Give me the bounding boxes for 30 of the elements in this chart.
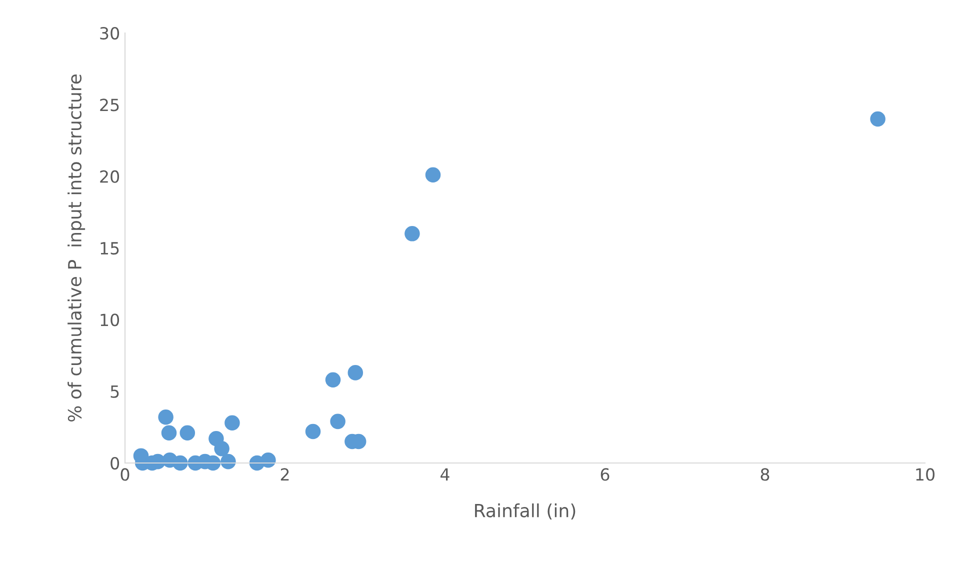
point [161,425,177,441]
point [214,441,230,456]
point [330,414,346,430]
point [224,415,240,431]
point [870,111,886,127]
point [325,372,341,388]
x-tick-label: 4 [440,468,450,481]
point [260,452,276,468]
x-tick-label: 10 [916,468,934,481]
x-axis-title: Rainfall (in) [475,503,576,520]
point [180,425,196,441]
y-tick-label: 20 [100,170,120,183]
point [172,455,188,471]
y-axis-title: % of cumulative P input into structure [68,74,86,422]
y-tick-label: 15 [100,242,119,255]
y-tick-label: 25 [100,98,119,112]
point [220,454,236,470]
point [404,226,420,242]
y-tick-label: 5 [110,386,119,398]
x-tick-label: 8 [760,468,770,481]
point [158,409,174,425]
x-tick-label: 0 [120,468,130,481]
point [305,424,321,440]
y-tick-label: 30 [100,26,120,40]
x-tick-label: 2 [280,468,289,481]
point [425,167,441,183]
x-tick-label: 6 [600,468,610,481]
y-tick-label: 10 [100,314,120,326]
point [348,365,364,380]
y-tick-label: 0 [110,456,120,470]
